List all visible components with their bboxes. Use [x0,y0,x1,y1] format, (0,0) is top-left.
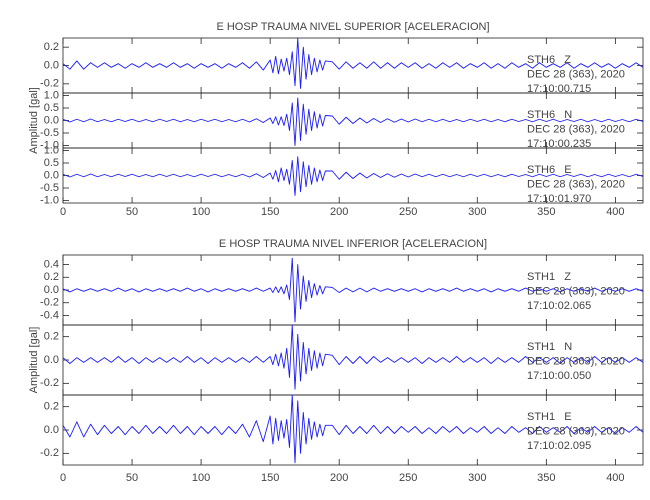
y-tick-label: -1.0 [40,194,59,206]
x-tick-label: 50 [126,206,138,218]
station-annotation: DEC 28 (363), 2020 [527,355,625,367]
waveform [62,97,644,146]
y-tick-label: 0.0 [44,59,59,71]
x-tick-label: 250 [399,472,417,484]
x-tick-label: 150 [261,206,279,218]
y-axis-label: Amplitud [gal] [28,87,40,154]
x-tick-label: 400 [606,206,624,218]
waveform [62,324,644,390]
station-annotation: 17:10:01.970 [527,193,591,205]
station-annotation: 17:10:02.095 [527,440,591,452]
y-tick-label: -0.2 [40,297,59,309]
y-tick-label: -0.2 [40,377,59,389]
x-tick-label: 350 [537,472,555,484]
x-tick-label: 250 [399,206,417,218]
station-annotation: DEC 28 (363), 2020 [527,68,625,80]
y-axis-label: Amplitud [gal] [28,327,40,394]
y-tick-label: 0.0 [44,424,59,436]
x-tick-label: 400 [606,472,624,484]
station-annotation: DEC 28 (363), 2020 [527,123,625,135]
x-tick-label: 300 [468,206,486,218]
y-tick-label: -0.2 [40,78,59,90]
x-tick-label: 100 [192,472,210,484]
x-tick-label: 200 [330,206,348,218]
waveform [62,257,644,323]
y-tick-label: -0.2 [40,447,59,459]
station-annotation: 17:10:00.235 [527,138,591,150]
y-tick-label: 0.5 [44,157,59,169]
chart-title: E HOSP TRAUMA NIVEL INFERIOR [ACELERACIO… [219,238,487,250]
station-annotation: DEC 28 (363), 2020 [527,178,625,190]
y-tick-label: -0.4 [40,309,59,321]
x-tick-label: 150 [261,472,279,484]
x-tick-label: 300 [468,472,486,484]
x-tick-label: 0 [60,206,66,218]
y-tick-label: 0.4 [44,258,59,270]
waveform [62,156,644,196]
station-annotation: STH1 E [527,411,572,423]
y-tick-label: 1.0 [44,144,59,156]
station-annotation: STH6 Z [527,54,571,66]
station-annotation: STH6 E [527,164,572,176]
y-tick-label: 0.2 [44,41,59,53]
station-annotation: 17:10:02.065 [527,300,591,312]
y-tick-label: 0.0 [44,284,59,296]
y-tick-label: 0.2 [44,271,59,283]
y-tick-label: 0.2 [44,331,59,343]
chart-title: E HOSP TRAUMA NIVEL SUPERIOR [ACELERACIO… [216,21,489,33]
y-tick-label: 1.0 [44,89,59,101]
station-annotation: STH1 N [527,341,572,353]
waveform [62,37,644,89]
x-tick-label: 0 [60,472,66,484]
y-tick-label: -0.5 [40,182,59,194]
station-annotation: STH1 Z [527,271,571,283]
y-tick-label: 0.2 [44,401,59,413]
x-tick-label: 200 [330,472,348,484]
station-annotation: STH6 N [527,109,572,121]
station-annotation: 17:10:00.050 [527,370,591,382]
waveform [62,394,644,464]
x-tick-label: 350 [537,206,555,218]
station-annotation: 17:10:00.715 [527,83,591,95]
x-tick-label: 50 [126,472,138,484]
x-tick-label: 100 [192,206,210,218]
y-tick-label: -1.0 [40,139,59,151]
y-tick-label: -0.5 [40,127,59,139]
y-tick-label: 0.0 [44,169,59,181]
station-annotation: DEC 28 (363), 2020 [527,425,625,437]
y-tick-label: 0.0 [44,354,59,366]
y-tick-label: 0.5 [44,102,59,114]
y-tick-label: 0.0 [44,114,59,126]
station-annotation: DEC 28 (363), 2020 [527,285,625,297]
